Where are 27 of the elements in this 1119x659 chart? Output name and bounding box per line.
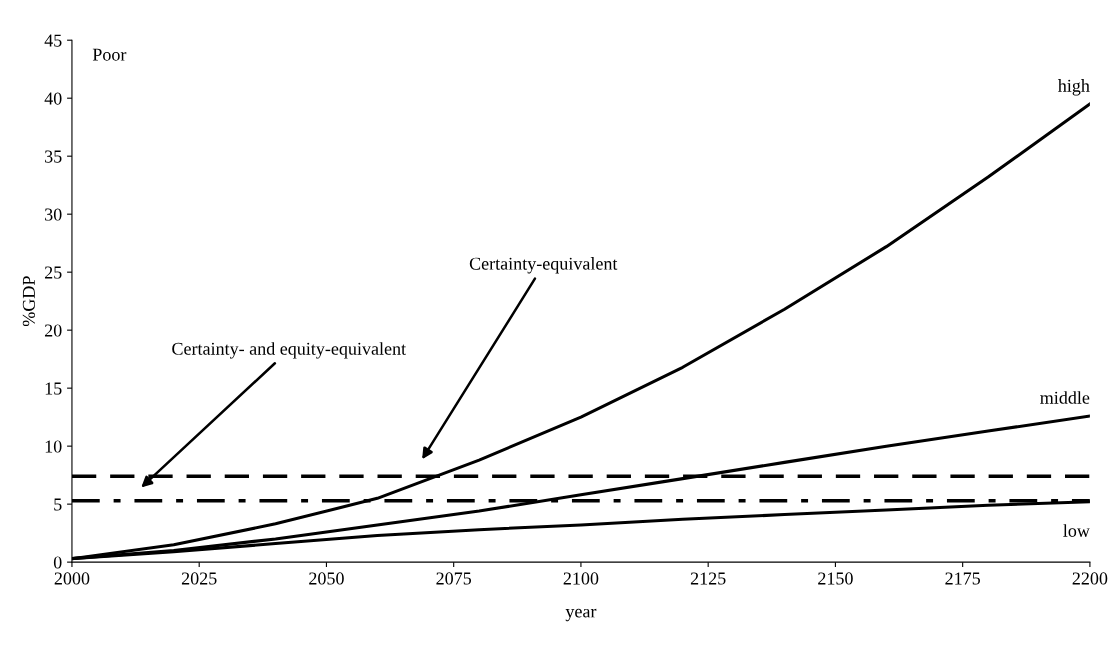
annotation: Poor <box>92 48 127 61</box>
y-tick-label: 20 <box>44 324 62 337</box>
x-tick-label: 2075 <box>436 572 472 585</box>
y-tick-label: 5 <box>54 498 62 511</box>
x-tick-label: 2200 <box>1072 572 1108 585</box>
series-label: middle <box>1040 391 1090 404</box>
series-label: low <box>1063 524 1090 537</box>
y-axis-title: %GDP <box>22 276 36 327</box>
annotation: Certainty-equivalent <box>469 257 618 274</box>
x-tick-label: 2100 <box>563 572 599 585</box>
y-tick-label: 45 <box>44 34 62 47</box>
y-tick-label: 25 <box>44 266 62 279</box>
x-tick-label: 2025 <box>181 572 217 585</box>
y-tick-label: 30 <box>45 208 62 221</box>
x-tick-label: 2050 <box>309 572 344 585</box>
y-tick-label: 15 <box>45 382 62 395</box>
x-tick-label: 2150 <box>818 572 853 585</box>
y-tick-label: 0 <box>53 556 62 569</box>
y-tick-label: 10 <box>45 440 62 453</box>
x-tick-label: 2175 <box>945 572 981 585</box>
x-axis-title: year <box>565 608 597 622</box>
x-tick-label: 2125 <box>690 572 726 585</box>
y-tick-label: 40 <box>44 92 62 105</box>
y-tick-label: 35 <box>45 150 62 163</box>
x-tick-label: 2000 <box>54 572 90 585</box>
series-label: high <box>1057 79 1090 96</box>
annotation: Certainty- and equity-equivalent <box>172 342 406 359</box>
